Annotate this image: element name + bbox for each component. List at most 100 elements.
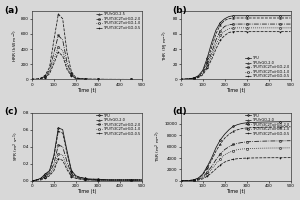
TPU (96, 178, 100, 180)
Line: TPU/Ti3C2Tx/rGO-0.5: TPU/Ti3C2Tx/rGO-0.5 (31, 158, 142, 182)
TPU (240, 122, 244, 125)
TPU/Ti3C2Tx/rGO-1.0 (201, 177, 205, 179)
TPU/rGO-2.5 (107, 78, 111, 81)
TPU (107, 179, 111, 181)
TPU (56, 127, 60, 129)
TPU/Ti3C2Tx/rGO-0.5 (214, 48, 218, 50)
TPU/Ti3C2Tx/rGO-0.5 (196, 76, 200, 79)
TPU/Ti3C2Tx/rGO-2.0 (39, 77, 43, 80)
TPU/rGO-2.5 (74, 76, 78, 79)
TPU/Ti3C2Tx/rGO-1.0 (96, 78, 100, 81)
TPU/Ti3C2Tx/rGO-1.0 (278, 147, 281, 149)
TPU/Ti3C2Tx/rGO-0.5 (39, 179, 43, 181)
TPU (188, 179, 191, 182)
TPU/Ti3C2Tx/rGO-0.5 (256, 157, 260, 159)
TPU/rGO-2.5 (140, 78, 143, 81)
TPU (223, 133, 226, 135)
TPU/rGO-2.5 (43, 74, 47, 76)
TPU/Ti3C2Tx/rGO-0.5 (214, 168, 218, 170)
X-axis label: Time (t): Time (t) (77, 189, 97, 194)
Line: TPU: TPU (180, 121, 291, 182)
TPU/rGO-2.0 (188, 78, 191, 80)
TPU/rGO-2.0 (214, 33, 218, 35)
TPU/Ti3C2Tx/rGO-1.0 (70, 175, 73, 177)
TPU/rGO-2.0 (129, 179, 133, 181)
TPU/rGO-2.0 (179, 78, 183, 81)
TPU/Ti3C2Tx/rGO-2.0 (267, 140, 270, 142)
TPU/Ti3C2Tx/rGO-1.0 (179, 180, 183, 182)
TPU (92, 178, 95, 180)
TPU/Ti3C2Tx/rGO-0.5 (87, 78, 91, 80)
TPU/rGO-2.0 (227, 133, 231, 135)
TPU/rGO-2.0 (278, 126, 281, 128)
Line: TPU/Ti3C2Tx/rGO-2.0: TPU/Ti3C2Tx/rGO-2.0 (180, 140, 291, 182)
TPU/Ti3C2Tx/rGO-2.0 (118, 78, 122, 81)
TPU/Ti3C2Tx/rGO-0.5 (267, 157, 270, 159)
Line: TPU/Ti3C2Tx/rGO-1.0: TPU/Ti3C2Tx/rGO-1.0 (180, 27, 291, 80)
Line: TPU/Ti3C2Tx/rGO-0.5: TPU/Ti3C2Tx/rGO-0.5 (180, 31, 291, 80)
TPU/Ti3C2Tx/rGO-0.5 (227, 31, 231, 34)
TPU/Ti3C2Tx/rGO-1.0 (192, 179, 196, 182)
TPU/Ti3C2Tx/rGO-2.0 (245, 23, 248, 25)
TPU/Ti3C2Tx/rGO-1.0 (52, 167, 56, 169)
TPU/rGO-2.0 (70, 170, 73, 173)
TPU/Ti3C2Tx/rGO-1.0 (210, 168, 213, 171)
TPU/Ti3C2Tx/rGO-1.0 (61, 49, 64, 52)
TPU/rGO-2.5 (83, 78, 86, 80)
TPU/Ti3C2Tx/rGO-0.5 (278, 30, 281, 33)
TPU/Ti3C2Tx/rGO-2.0 (210, 165, 213, 168)
TPU/rGO-2.5 (129, 78, 133, 81)
TPU/Ti3C2Tx/rGO-2.0 (278, 140, 281, 142)
TPU/Ti3C2Tx/rGO-0.5 (129, 179, 133, 181)
TPU/Ti3C2Tx/rGO-0.5 (218, 39, 222, 41)
TPU/rGO-2.0 (223, 19, 226, 21)
TPU/Ti3C2Tx/rGO-0.5 (30, 78, 34, 81)
TPU (218, 139, 222, 141)
Line: TPU/rGO-2.0: TPU/rGO-2.0 (180, 126, 291, 182)
TPU (240, 15, 244, 17)
TPU/Ti3C2Tx/rGO-2.0 (61, 39, 64, 41)
TPU/Ti3C2Tx/rGO-1.0 (223, 30, 226, 32)
TPU/Ti3C2Tx/rGO-1.0 (61, 154, 64, 156)
TPU/Ti3C2Tx/rGO-0.5 (192, 77, 196, 80)
TPU/Ti3C2Tx/rGO-0.5 (245, 30, 248, 33)
TPU/rGO-2.0 (256, 126, 260, 129)
TPU/rGO-2.5 (78, 77, 82, 80)
Line: TPU/Ti3C2Tx/rGO-1.0: TPU/Ti3C2Tx/rGO-1.0 (31, 46, 142, 80)
TPU (201, 173, 205, 175)
TPU/Ti3C2Tx/rGO-2.0 (201, 176, 205, 178)
Legend: TPU/rGO-2.5, TPU/Ti3C2Tx/rGO-2.0, TPU/Ti3C2Tx/rGO-1.0, TPU/Ti3C2Tx/rGO-0.5: TPU/rGO-2.5, TPU/Ti3C2Tx/rGO-2.0, TPU/Ti… (96, 12, 141, 30)
TPU/rGO-2.5 (118, 78, 122, 81)
TPU (87, 178, 91, 180)
TPU/Ti3C2Tx/rGO-0.5 (196, 179, 200, 181)
Text: (c): (c) (4, 107, 18, 116)
TPU (223, 18, 226, 20)
TPU/rGO-2.0 (278, 17, 281, 19)
TPU (214, 147, 218, 149)
TPU/Ti3C2Tx/rGO-0.5 (118, 78, 122, 81)
TPU/rGO-2.5 (96, 78, 100, 80)
TPU/Ti3C2Tx/rGO-1.0 (236, 148, 240, 151)
TPU/Ti3C2Tx/rGO-1.0 (30, 180, 34, 182)
TPU/Ti3C2Tx/rGO-0.5 (218, 164, 222, 166)
TPU (245, 122, 248, 124)
Line: TPU/Ti3C2Tx/rGO-1.0: TPU/Ti3C2Tx/rGO-1.0 (31, 153, 142, 182)
TPU/Ti3C2Tx/rGO-1.0 (188, 78, 191, 80)
TPU/rGO-2.0 (210, 159, 213, 162)
TPU/Ti3C2Tx/rGO-0.5 (210, 59, 213, 61)
TPU/Ti3C2Tx/rGO-0.5 (240, 157, 244, 160)
TPU (236, 15, 240, 17)
TPU/rGO-2.5 (34, 78, 38, 80)
TPU/Ti3C2Tx/rGO-2.0 (183, 180, 187, 182)
TPU/Ti3C2Tx/rGO-0.5 (56, 157, 60, 160)
TPU/Ti3C2Tx/rGO-1.0 (43, 76, 47, 78)
TPU/Ti3C2Tx/rGO-0.5 (289, 30, 292, 33)
TPU (278, 121, 281, 123)
TPU/Ti3C2Tx/rGO-2.0 (92, 78, 95, 80)
TPU/Ti3C2Tx/rGO-0.5 (78, 178, 82, 180)
TPU/Ti3C2Tx/rGO-1.0 (201, 73, 205, 75)
TPU (129, 179, 133, 181)
TPU/Ti3C2Tx/rGO-2.0 (227, 146, 231, 148)
TPU/Ti3C2Tx/rGO-0.5 (223, 34, 226, 37)
TPU/Ti3C2Tx/rGO-0.5 (61, 159, 64, 162)
